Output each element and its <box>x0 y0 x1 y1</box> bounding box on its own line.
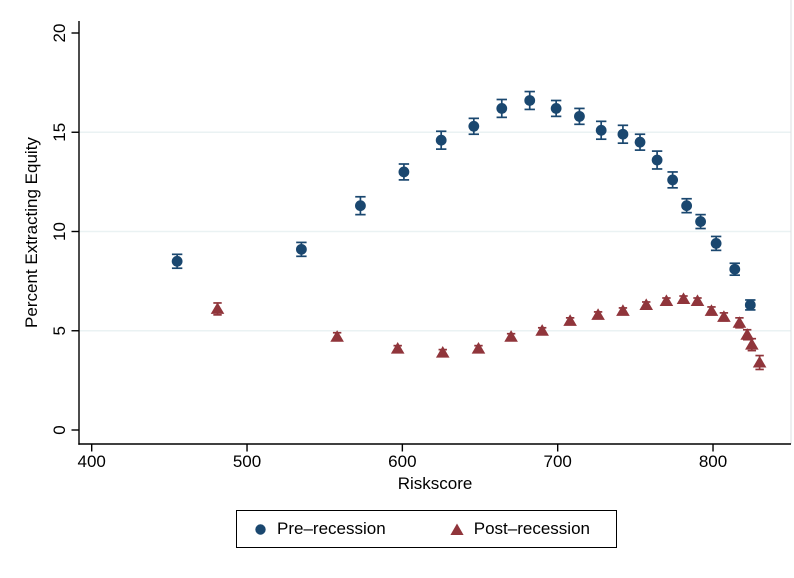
y-axis-title: Percent Extracting Equity <box>22 137 41 328</box>
data-point-circle <box>595 124 607 136</box>
data-point-circle <box>729 263 741 275</box>
data-point-circle <box>355 200 366 212</box>
legend-item-post-recession: Post–recession <box>450 519 590 539</box>
data-point-circle <box>667 174 679 186</box>
data-point-circle <box>617 128 629 140</box>
data-point-circle <box>550 103 562 114</box>
data-point-circle <box>681 200 693 212</box>
y-tick-label: 0 <box>50 425 69 434</box>
data-point-circle <box>295 243 307 255</box>
data-point-triangle <box>471 342 486 354</box>
data-point-triangle <box>752 355 767 368</box>
data-point-triangle <box>330 330 344 342</box>
data-point-circle <box>171 255 183 267</box>
data-point-triangle <box>210 302 225 314</box>
data-point-triangle <box>535 324 549 336</box>
data-point-triangle <box>591 308 605 320</box>
x-tick-label: 800 <box>699 452 727 471</box>
data-point-circle <box>651 154 663 166</box>
data-point-triangle <box>639 298 654 310</box>
tick-labels: 0 5 10 15 20 400 500 600 700 800 <box>50 24 727 471</box>
x-axis-title: Riskscore <box>398 474 473 493</box>
circle-marker-icon <box>255 523 266 535</box>
data-point-triangle <box>745 338 759 350</box>
data-point-triangle <box>390 342 405 354</box>
y-tick-label: 10 <box>50 222 69 241</box>
data-point-circle <box>695 216 706 227</box>
x-tick-label: 600 <box>388 452 416 471</box>
data-point-circle <box>744 299 756 311</box>
series-pre-recession <box>171 90 756 311</box>
x-tick-label: 500 <box>233 452 261 471</box>
data-point-circle <box>496 103 508 114</box>
data-point-circle <box>710 238 722 249</box>
gridlines <box>80 131 791 332</box>
data-point-triangle <box>704 304 719 316</box>
data-point-circle <box>524 95 536 106</box>
data-point-triangle <box>563 314 577 326</box>
data-point-circle <box>634 136 646 148</box>
data-point-circle <box>398 166 410 178</box>
y-tick-label: 20 <box>50 24 69 43</box>
legend-label-pre-recession: Pre–recession <box>277 519 386 538</box>
data-point-triangle <box>616 304 630 316</box>
series-post-recession <box>210 292 767 371</box>
data-point-triangle <box>676 292 691 304</box>
triangle-marker-icon <box>450 523 464 535</box>
data-point-triangle <box>659 294 674 306</box>
x-tick-label: 400 <box>78 452 106 471</box>
y-tick-label: 15 <box>50 123 69 142</box>
axes <box>71 21 791 452</box>
data-point-circle <box>435 134 447 146</box>
data-point-triangle <box>504 330 518 342</box>
legend-item-pre-recession: Pre–recession <box>254 519 386 539</box>
y-tick-label: 5 <box>50 326 69 335</box>
data-point-triangle <box>740 328 754 340</box>
legend: Pre–recession Post–recession <box>236 510 617 548</box>
x-tick-label: 700 <box>544 452 572 471</box>
legend-label-post-recession: Post–recession <box>473 519 590 538</box>
data-point-circle <box>574 110 585 122</box>
data-point-triangle <box>732 316 747 328</box>
data-point-triangle <box>717 310 731 322</box>
data-point-triangle <box>435 345 450 358</box>
data-point-circle <box>468 120 480 132</box>
data-point-triangle <box>690 294 705 306</box>
